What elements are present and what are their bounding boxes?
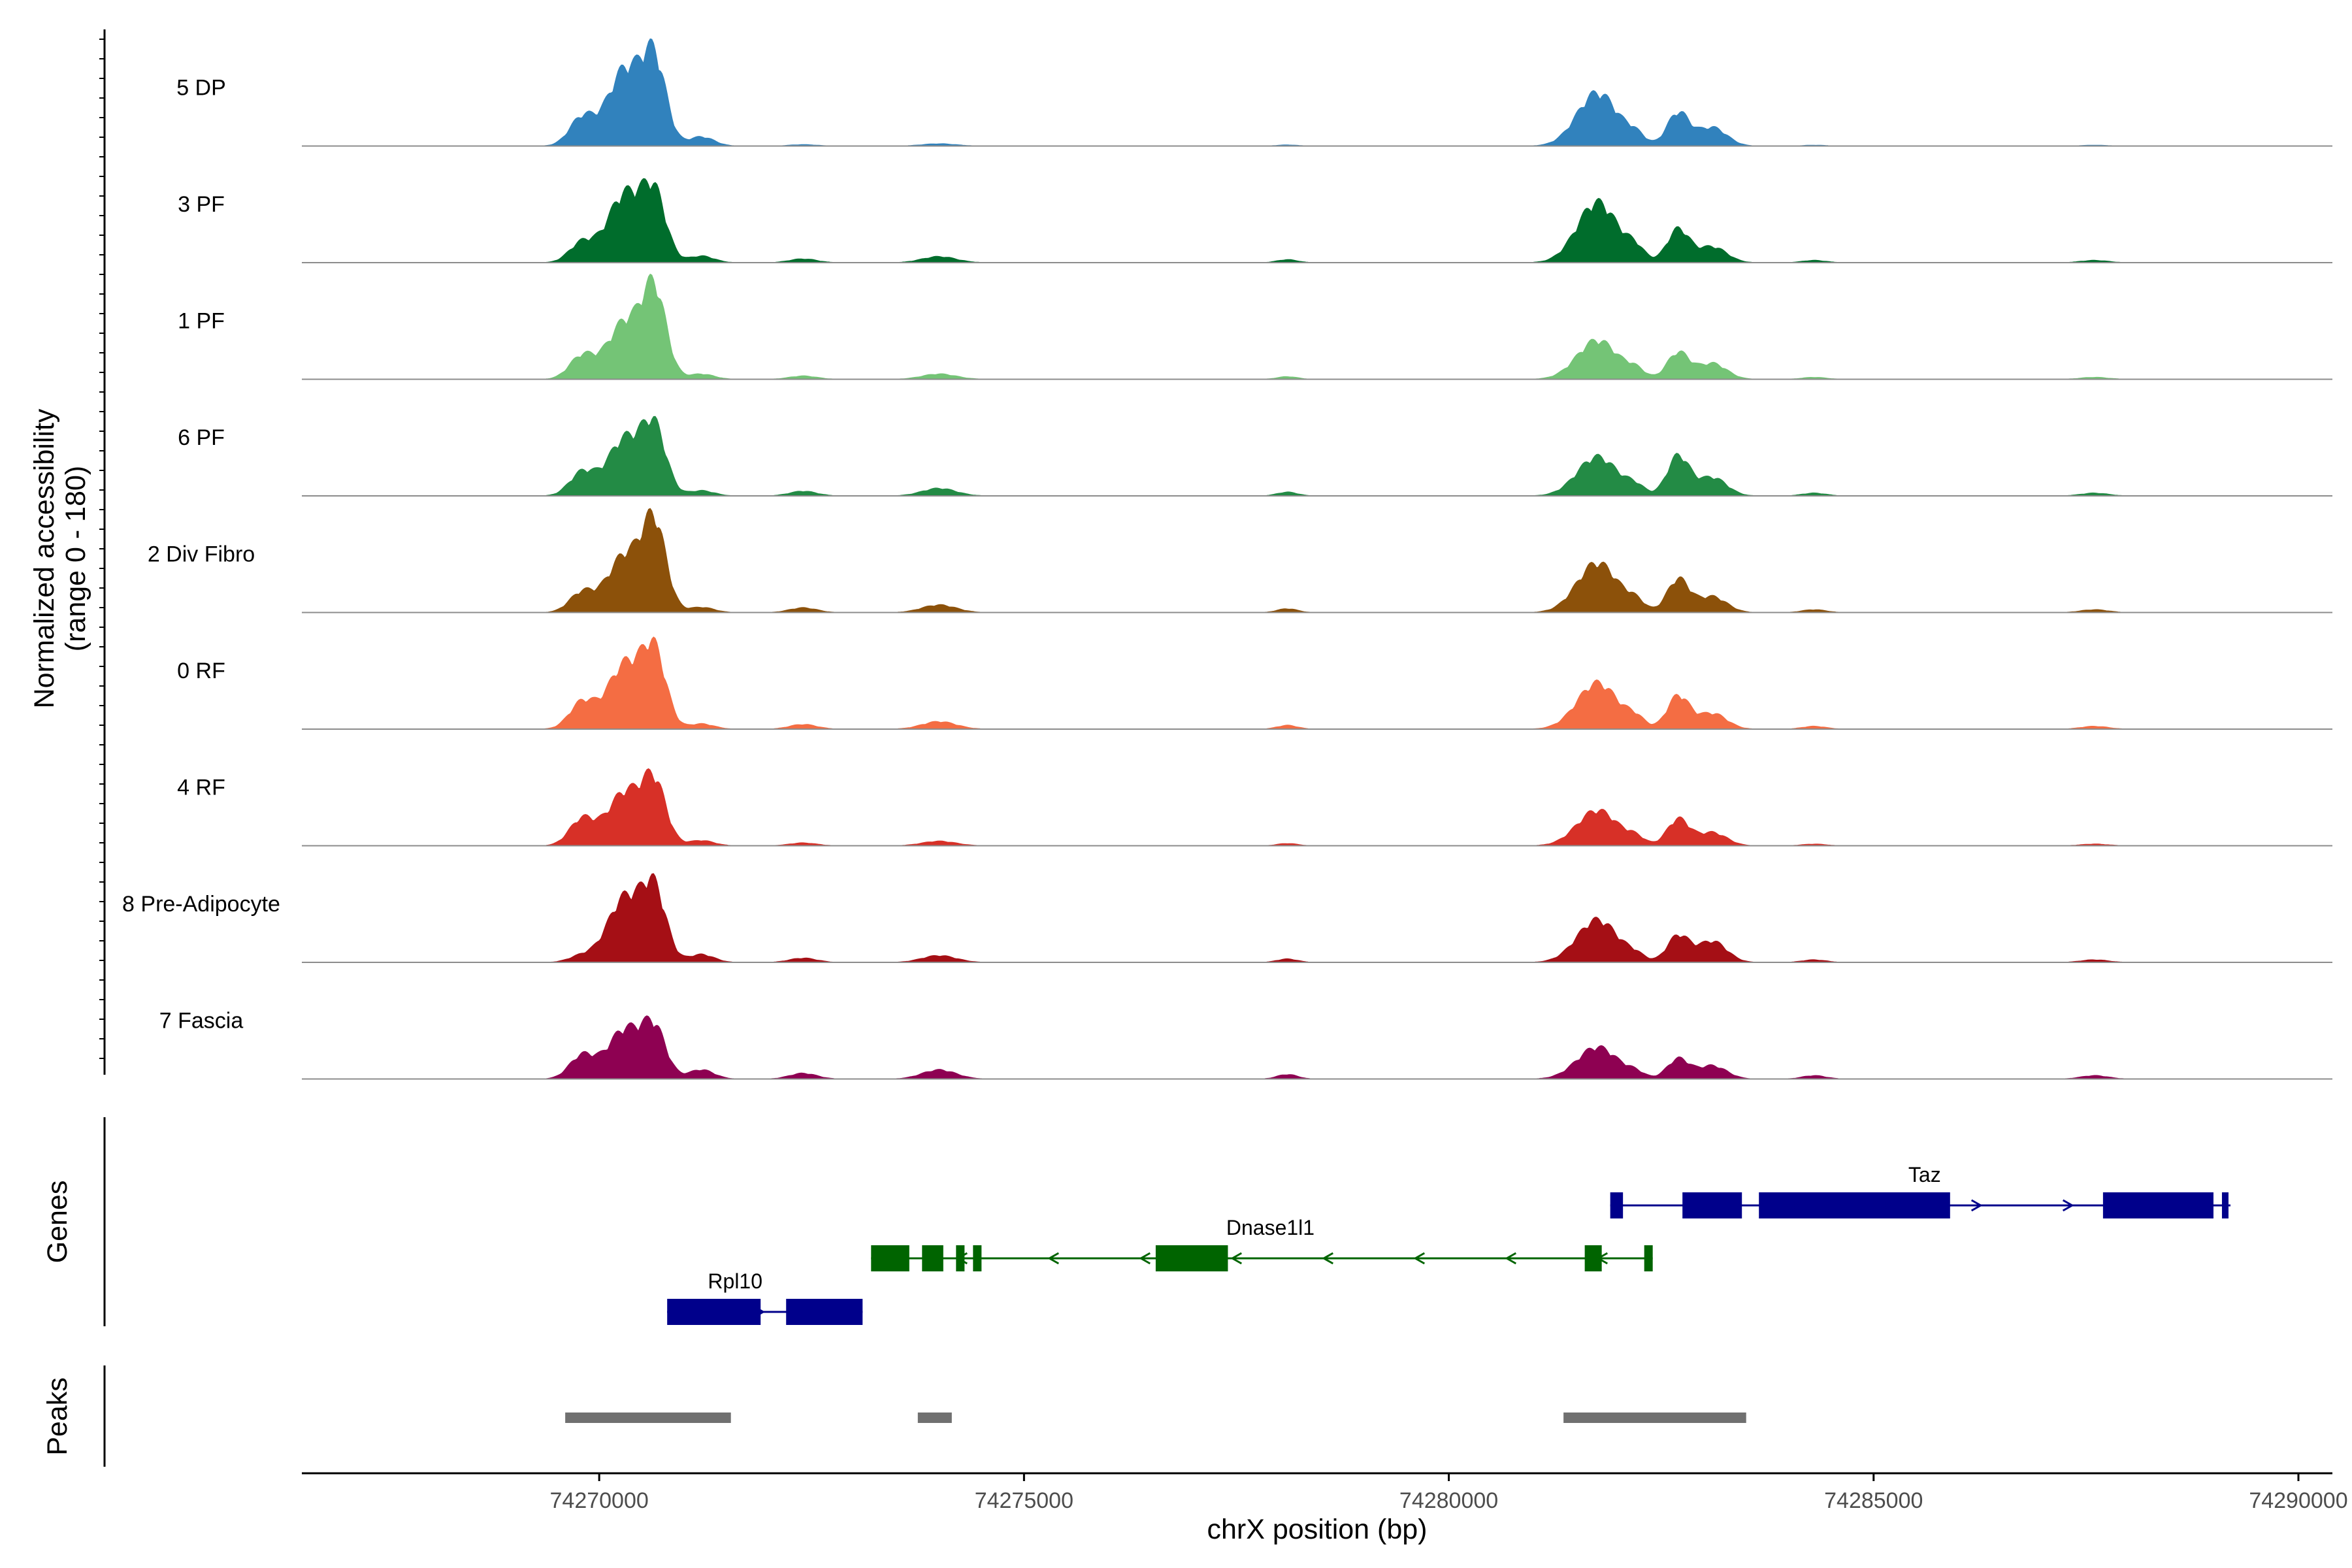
gene-exon	[1155, 1245, 1228, 1271]
strand-arrow	[1696, 1199, 1708, 1212]
strand-arrow	[1505, 1252, 1517, 1265]
strand-arrow	[1788, 1199, 1800, 1212]
track-label: 8 Pre-Adipocyte	[122, 892, 280, 917]
strand-arrow	[1596, 1252, 1609, 1265]
strand-arrow	[2153, 1199, 2166, 1212]
strand-arrow	[753, 1305, 766, 1318]
strand-arrow	[956, 1252, 968, 1265]
coverage-area	[446, 636, 2256, 730]
peak-region	[565, 1413, 731, 1423]
gene-model: Taz	[1610, 1163, 2230, 1218]
coverage-tracks: 5 DP 3 PF 1 PF 6 PF 2 Div Fibro 0 RF 4 RF 8 Pre…	[122, 38, 2332, 1080]
strand-arrow	[1413, 1252, 1426, 1265]
gene-exon	[956, 1245, 965, 1271]
strand-arrow	[1879, 1199, 1891, 1212]
coverage-area	[446, 1015, 2256, 1079]
gene-exon	[871, 1245, 909, 1271]
x-axis-title: chrX position (bp)	[1207, 1514, 1428, 1545]
peak-region	[917, 1413, 952, 1423]
genes-track-title: Genes	[42, 1181, 73, 1264]
genes-panel: Genes Taz Dnase1l1 Rpl10	[42, 1117, 2230, 1326]
gene-label: Taz	[1908, 1163, 1941, 1186]
coverage-track: 3 PF	[178, 178, 2332, 263]
x-tick-label: 74280000	[1399, 1488, 1498, 1513]
x-tick-label: 74290000	[2249, 1488, 2347, 1513]
coverage-area	[446, 416, 2256, 497]
coverage-area	[446, 508, 2256, 613]
track-label: 1 PF	[178, 309, 225, 334]
strand-arrow	[2062, 1199, 2074, 1212]
peak-regions	[565, 1413, 1746, 1423]
coverage-area	[446, 873, 2256, 963]
coverage-track: 4 RF	[177, 768, 2332, 847]
coverage-track: 7 Fascia	[159, 1009, 2332, 1080]
gene-exon	[973, 1245, 982, 1271]
x-tick-label: 74275000	[975, 1488, 1073, 1513]
coverage-track: 6 PF	[178, 416, 2332, 497]
gene-exon	[786, 1299, 863, 1325]
gene-exon	[1759, 1192, 1950, 1218]
gene-exon	[667, 1299, 761, 1325]
gene-label: Dnase1l1	[1226, 1216, 1315, 1239]
track-label: 0 RF	[177, 659, 225, 683]
coverage-area	[446, 273, 2256, 380]
coverage-track: 5 DP	[176, 38, 2332, 147]
gene-exon	[2102, 1192, 2213, 1218]
gene-label: Rpl10	[708, 1269, 762, 1293]
x-tick-label: 74285000	[1824, 1488, 1923, 1513]
gene-model: Dnase1l1	[871, 1216, 1653, 1271]
gene-exon	[1644, 1245, 1653, 1271]
track-label: 7 Fascia	[159, 1009, 244, 1034]
coverage-track: 2 Div Fibro	[148, 508, 2332, 613]
y-axis-range-label: (range 0 - 180)	[60, 466, 91, 651]
coverage-track: 8 Pre-Adipocyte	[122, 873, 2332, 963]
coverage-area	[446, 38, 2256, 146]
gene-models: Taz Dnase1l1 Rpl10	[667, 1163, 2230, 1325]
strand-arrow	[1230, 1252, 1243, 1265]
strand-arrow	[1047, 1252, 1060, 1265]
peaks-track-title: Peaks	[42, 1377, 73, 1456]
strand-arrow	[1322, 1252, 1334, 1265]
x-axis-ticks: 74270000 74275000 74280000 74285000 74290000	[550, 1473, 2348, 1513]
peak-region	[1563, 1413, 1746, 1423]
x-tick-label: 74270000	[550, 1488, 649, 1513]
coverage-area	[446, 178, 2256, 263]
track-label: 5 DP	[176, 76, 226, 101]
strand-arrow	[1970, 1199, 1983, 1212]
track-label: 3 PF	[178, 192, 225, 217]
gene-exon	[1610, 1192, 1624, 1218]
x-axis: 74270000 74275000 74280000 74285000 74290000…	[302, 1472, 2348, 1545]
gene-exon	[2221, 1192, 2229, 1218]
track-label: 4 RF	[177, 776, 225, 800]
gene-exon	[1682, 1192, 1742, 1218]
gene-exon	[922, 1245, 943, 1271]
y-axis-title: Normalized accessibility	[29, 408, 60, 708]
coverage-y-ticks	[99, 39, 105, 1059]
track-label: 6 PF	[178, 425, 225, 450]
track-label: 2 Div Fibro	[148, 542, 255, 567]
coverage-track: 0 RF	[177, 636, 2332, 730]
coverage-area	[446, 768, 2256, 846]
coverage-track: 1 PF	[178, 273, 2332, 380]
coverage-panel: 5 DP 3 PF 1 PF 6 PF 2 Div Fibro 0 RF 4 RF 8 Pre…	[29, 29, 2332, 1080]
strand-arrow	[1139, 1252, 1151, 1265]
gene-model: Rpl10	[667, 1269, 863, 1325]
peaks-panel: Peaks	[42, 1365, 1746, 1467]
